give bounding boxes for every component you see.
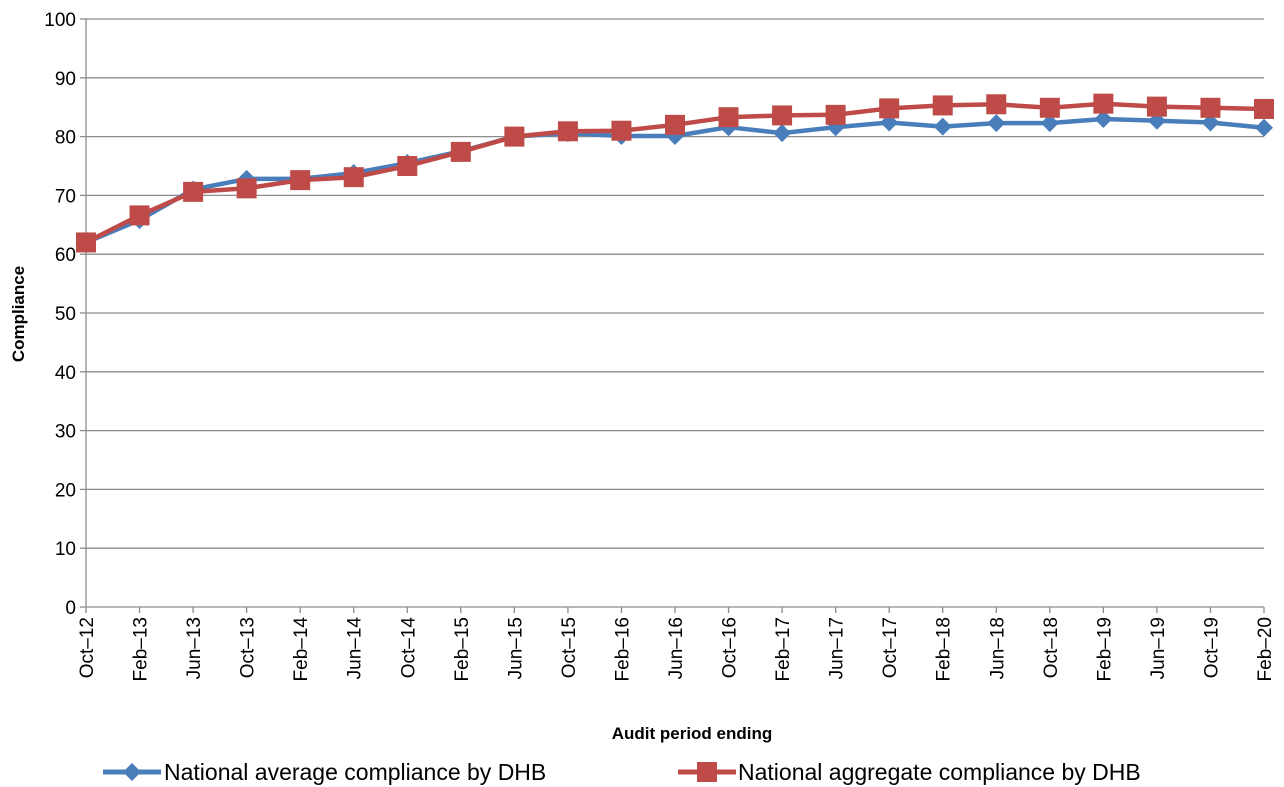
legend: National average compliance by DHB Natio… — [103, 759, 1141, 785]
data-point — [1146, 96, 1167, 117]
series-1 — [76, 93, 1274, 253]
y-tick-label: 70 — [55, 186, 76, 207]
legend-item-aggregate: National aggregate compliance by DHB — [678, 759, 1141, 785]
data-point — [557, 121, 578, 142]
data-point — [933, 117, 952, 136]
x-tick-label: Jun–16 — [666, 617, 687, 679]
gridlines — [86, 18, 1264, 549]
y-axis-ticks: 0 10 20 30 40 50 60 70 80 90 100 — [44, 10, 86, 619]
series-layer — [76, 93, 1274, 253]
data-point — [1255, 118, 1273, 137]
data-point — [1201, 113, 1220, 132]
x-tick-label: Feb–19 — [1094, 617, 1115, 681]
x-tick-label: Oct–13 — [238, 617, 259, 678]
y-tick-label: 100 — [44, 10, 76, 31]
data-point — [1040, 114, 1059, 133]
data-point — [773, 124, 792, 143]
x-tick-label: Jun–13 — [184, 617, 205, 679]
data-point — [666, 127, 684, 146]
data-point — [450, 141, 471, 162]
legend-label-aggregate: National aggregate compliance by DHB — [738, 759, 1141, 785]
y-tick-label: 50 — [55, 304, 76, 325]
data-point — [611, 120, 632, 141]
data-point — [183, 181, 204, 202]
data-point — [718, 107, 739, 128]
x-tick-label: Jun–17 — [827, 617, 848, 679]
data-point — [879, 98, 900, 119]
y-tick-label: 80 — [55, 128, 76, 149]
y-tick-label: 20 — [55, 480, 76, 501]
x-tick-label: Feb–13 — [131, 617, 152, 681]
y-tick-label: 90 — [55, 69, 76, 90]
y-tick-label: 40 — [55, 363, 76, 384]
x-tick-label: Feb–16 — [612, 617, 633, 681]
data-point — [343, 167, 364, 188]
x-tick-label: Jun–19 — [1148, 617, 1169, 679]
data-point — [825, 104, 846, 125]
y-axis-title: Compliance — [9, 266, 28, 362]
x-tick-label: Oct–17 — [880, 617, 901, 678]
x-tick-label: Feb–18 — [934, 617, 955, 681]
legend-marker-aggregate — [697, 762, 717, 782]
data-point — [290, 170, 311, 191]
x-tick-label: Feb–14 — [291, 617, 312, 682]
x-tick-label: Oct–14 — [398, 617, 419, 679]
data-point — [665, 114, 685, 135]
x-tick-label: Oct–19 — [1201, 617, 1222, 678]
x-tick-label: Feb–20 — [1255, 617, 1276, 681]
data-point — [504, 126, 525, 147]
x-tick-label: Feb–17 — [773, 617, 794, 681]
data-point — [932, 95, 953, 116]
x-axis-title: Audit period ending — [612, 724, 773, 743]
data-point — [1039, 97, 1060, 118]
x-tick-label: Oct–16 — [720, 617, 741, 678]
data-point — [772, 105, 793, 126]
legend-marker-average — [123, 763, 141, 781]
y-tick-label: 10 — [55, 539, 76, 560]
data-point — [129, 205, 150, 226]
data-point — [76, 232, 96, 253]
data-point — [236, 178, 257, 199]
data-point — [1200, 97, 1221, 118]
legend-label-average: National average compliance by DHB — [164, 759, 546, 785]
x-tick-label: Oct–12 — [77, 617, 98, 678]
x-tick-label: Jun–18 — [987, 617, 1008, 679]
data-point — [1094, 109, 1113, 128]
data-point — [986, 94, 1007, 115]
x-tick-label: Oct–18 — [1041, 617, 1062, 678]
y-tick-label: 30 — [55, 422, 76, 443]
y-tick-label: 0 — [65, 598, 76, 619]
data-point — [1254, 98, 1274, 119]
x-axis-ticks: Oct–12 Feb–13 Jun–13 Oct–13 Feb–14 Jun–14 Oct–… — [77, 607, 1276, 681]
x-tick-label: Jun–15 — [505, 617, 526, 679]
legend-item-average: National average compliance by DHB — [103, 759, 546, 785]
x-tick-label: Oct–15 — [559, 617, 580, 678]
data-point — [987, 114, 1006, 133]
x-tick-label: Feb–15 — [452, 617, 473, 681]
y-tick-label: 60 — [55, 245, 76, 266]
data-point — [397, 156, 418, 176]
data-point — [1093, 93, 1114, 114]
x-tick-label: Jun–14 — [345, 617, 366, 680]
